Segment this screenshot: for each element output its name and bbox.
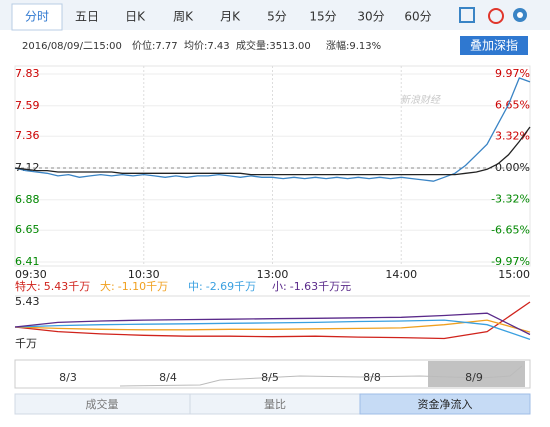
- navigator-date: 8/8: [363, 371, 381, 384]
- y-tick-label: 7.83: [15, 67, 40, 80]
- y2-tick-label: 0.00%: [495, 161, 530, 174]
- legend-value: -1.63千万元: [290, 280, 351, 293]
- bottom-tab-label[interactable]: 资金净流入: [418, 397, 473, 411]
- y-tick-label: 6.88: [15, 193, 40, 206]
- y2-tick-label: 3.32%: [495, 130, 530, 143]
- y2-tick-label: -9.97%: [491, 255, 530, 268]
- info-item: 成交量:3513.00: [236, 39, 311, 52]
- x-tick-label: 14:00: [385, 268, 417, 281]
- y-tick-label: 7.36: [15, 129, 40, 142]
- series-line: [14, 319, 531, 333]
- legend-value: -1.10千万: [118, 280, 168, 293]
- fullscreen-icon[interactable]: [459, 7, 475, 23]
- weibo-icon[interactable]: [488, 8, 504, 24]
- x-tick-label: 10:30: [128, 268, 160, 281]
- active-tab: [11, 3, 63, 31]
- legend-name: 小:: [272, 280, 287, 293]
- series-line: [14, 319, 531, 341]
- bottom-tab-label[interactable]: 量比: [264, 398, 286, 411]
- navigator-date: 8/5: [261, 371, 279, 384]
- y2-tick-label: 9.97%: [495, 67, 530, 80]
- overlay-button[interactable]: [460, 36, 528, 55]
- x-tick-label: 09:30: [15, 268, 47, 281]
- info-item: 2016/08/09/二15:00: [22, 41, 122, 52]
- y-tick-label: 5.43: [15, 295, 40, 308]
- period-tab[interactable]: 60分: [404, 10, 431, 24]
- tab-bar: [0, 0, 550, 30]
- series-line: [14, 301, 531, 340]
- period-tab[interactable]: 五日: [75, 10, 99, 24]
- period-tab[interactable]: 5分: [267, 10, 287, 24]
- x-tick-label: 15:00: [498, 268, 530, 281]
- y2-tick-label: -3.32%: [491, 192, 530, 205]
- series-line: [14, 126, 531, 176]
- x-tick-label: 13:00: [257, 268, 289, 281]
- info-item: 价位:7.77: [132, 39, 178, 52]
- navigator-date: 8/4: [159, 371, 177, 384]
- legend-name: 特大:: [15, 279, 41, 293]
- watermark: 新浪财经: [400, 94, 441, 106]
- legend-name: 中:: [188, 280, 203, 293]
- settings-icon-center: [517, 12, 523, 18]
- period-tab[interactable]: 日K: [125, 10, 146, 24]
- period-tab[interactable]: 分时: [25, 10, 49, 24]
- navigator-line: [119, 365, 523, 387]
- info-item: 均价:7.43: [184, 40, 230, 52]
- series-line: [14, 312, 531, 336]
- toolbar-icons: [459, 7, 527, 24]
- period-tab[interactable]: 30分: [357, 10, 384, 24]
- navigator-date: 8/3: [59, 371, 77, 384]
- period-tab[interactable]: 15分: [309, 10, 336, 24]
- bottom-tab-label[interactable]: 成交量: [86, 397, 119, 411]
- legend-name: 大:: [100, 279, 115, 293]
- unit-label: 千万: [15, 337, 37, 350]
- y2-tick-label: -6.65%: [491, 224, 530, 237]
- navigator-date: 8/9: [465, 371, 483, 384]
- bottom-tab-active[interactable]: [359, 393, 531, 415]
- period-tab[interactable]: 月K: [220, 10, 241, 24]
- y-tick-label: 6.65: [15, 223, 40, 236]
- overlay-button-label[interactable]: 叠加深指: [470, 38, 518, 53]
- period-tab[interactable]: 周K: [173, 10, 194, 24]
- y-tick-label: 7.59: [15, 99, 40, 112]
- series-line: [14, 77, 531, 182]
- y2-tick-label: 6.65%: [495, 98, 530, 111]
- info-item: 涨幅:9.13%: [326, 39, 381, 52]
- navigator-window[interactable]: [428, 361, 525, 387]
- legend-value: 5.43千万: [44, 280, 91, 293]
- legend-value: -2.69千万: [206, 280, 256, 293]
- y-tick-label: 6.41: [15, 255, 40, 268]
